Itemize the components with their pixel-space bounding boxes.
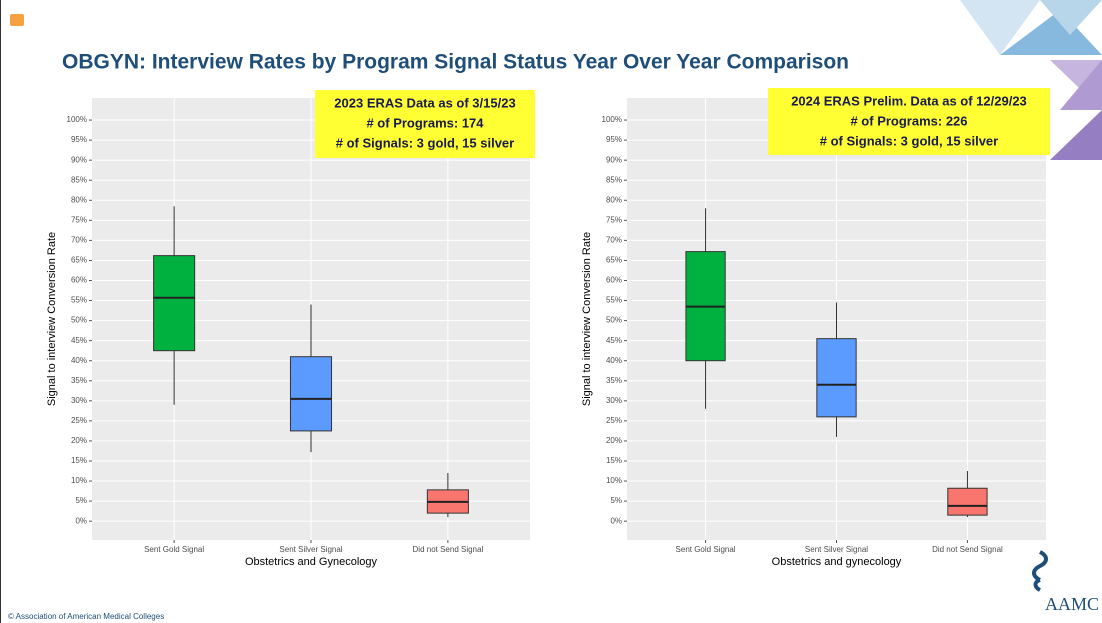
- y-tick-label: 30%: [71, 396, 87, 405]
- y-tick-label: 25%: [606, 416, 622, 425]
- y-tick-label: 75%: [71, 215, 87, 224]
- y-tick-label: 50%: [606, 316, 622, 325]
- y-tick-label: 70%: [606, 235, 622, 244]
- x-axis-label: Obstetrics and Gynecology: [245, 556, 378, 568]
- y-tick-label: 45%: [606, 336, 622, 345]
- y-tick-label: 60%: [71, 276, 87, 285]
- y-tick-label: 85%: [71, 175, 87, 184]
- x-tick-label: Did not Send Signal: [413, 545, 484, 554]
- box: [948, 488, 987, 515]
- y-tick-label: 65%: [71, 256, 87, 265]
- y-tick-label: 75%: [606, 215, 622, 224]
- y-tick-label: 55%: [606, 296, 622, 305]
- y-tick-label: 95%: [71, 135, 87, 144]
- y-tick-label: 80%: [606, 195, 622, 204]
- slide-title: OBGYN: Interview Rates by Program Signal…: [62, 51, 849, 74]
- y-tick-label: 30%: [606, 396, 622, 405]
- y-tick-label: 15%: [71, 456, 87, 465]
- y-tick-label: 0%: [610, 516, 622, 525]
- y-tick-label: 25%: [71, 416, 87, 425]
- x-tick-label: Did not Send Signal: [932, 545, 1003, 554]
- y-axis-label: Signal to interview Conversion Rate: [581, 232, 593, 406]
- annotation: 2023 ERAS Data as of 3/15/23: [334, 95, 515, 110]
- y-tick-label: 5%: [75, 496, 87, 505]
- y-tick-label: 40%: [71, 356, 87, 365]
- y-tick-label: 5%: [610, 496, 622, 505]
- y-tick-label: 90%: [606, 155, 622, 164]
- y-axis-label: Signal to interview Conversion Rate: [46, 232, 58, 406]
- annotation: 2024 ERAS Prelim. Data as of 12/29/23: [791, 93, 1027, 108]
- footer: © Association of American Medical Colleg…: [8, 612, 164, 621]
- y-tick-label: 50%: [71, 316, 87, 325]
- y-tick-label: 80%: [71, 195, 87, 204]
- edge-line: [0, 0, 1, 623]
- box: [817, 339, 856, 417]
- x-tick-label: Sent Silver Signal: [805, 545, 868, 554]
- y-tick-label: 70%: [71, 235, 87, 244]
- y-tick-label: 85%: [606, 175, 622, 184]
- y-tick-label: 60%: [606, 276, 622, 285]
- y-tick-label: 15%: [606, 456, 622, 465]
- y-tick-label: 35%: [71, 376, 87, 385]
- slide: OBGYN: Interview Rates by Program Signal…: [0, 0, 1102, 623]
- comment-icon[interactable]: [10, 14, 24, 26]
- annotation: # of Programs: 226: [850, 113, 967, 128]
- y-tick-label: 65%: [606, 256, 622, 265]
- y-tick-label: 0%: [75, 516, 87, 525]
- x-tick-label: Sent Gold Signal: [144, 545, 204, 554]
- y-tick-label: 55%: [71, 296, 87, 305]
- annotation: # of Signals: 3 gold, 15 silver: [336, 135, 514, 150]
- logo: AAMC: [1045, 594, 1099, 614]
- y-tick-label: 100%: [602, 115, 622, 124]
- y-tick-label: 20%: [71, 436, 87, 445]
- y-tick-label: 10%: [71, 476, 87, 485]
- x-axis-label: Obstetrics and gynecology: [772, 556, 902, 568]
- y-tick-label: 95%: [606, 135, 622, 144]
- annotation: # of Signals: 3 gold, 15 silver: [820, 133, 998, 148]
- y-tick-label: 45%: [71, 336, 87, 345]
- x-tick-label: Sent Gold Signal: [676, 545, 736, 554]
- y-tick-label: 90%: [71, 155, 87, 164]
- box: [154, 256, 195, 351]
- y-tick-label: 10%: [606, 476, 622, 485]
- box: [290, 357, 331, 431]
- x-tick-label: Sent Silver Signal: [279, 545, 342, 554]
- y-tick-label: 20%: [606, 436, 622, 445]
- y-tick-label: 40%: [606, 356, 622, 365]
- y-tick-label: 100%: [67, 115, 87, 124]
- annotation: # of Programs: 174: [366, 115, 484, 130]
- y-tick-label: 35%: [606, 376, 622, 385]
